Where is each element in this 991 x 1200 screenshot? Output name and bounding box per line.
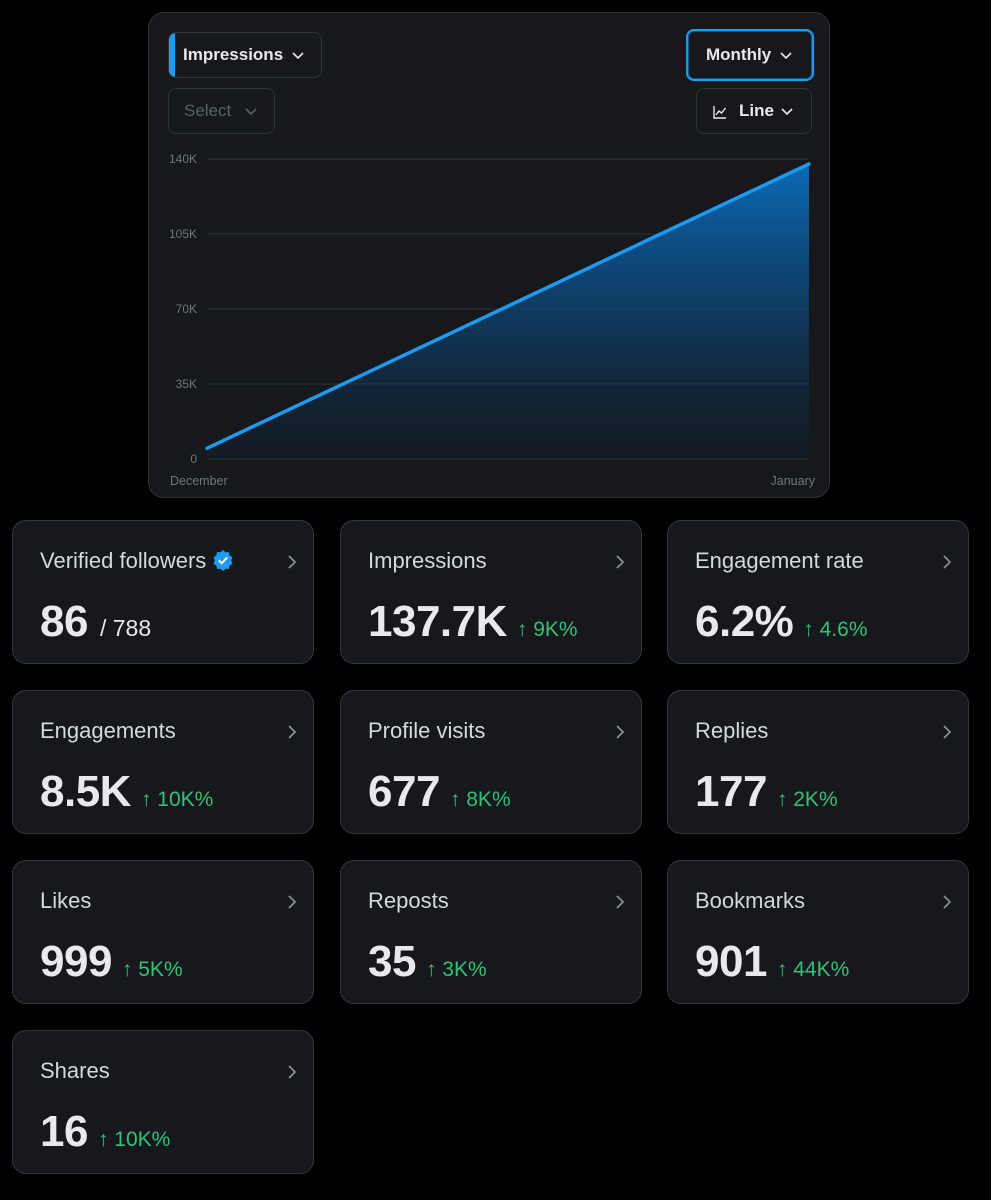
- stat-change: ↑ 4.6%: [803, 618, 868, 641]
- y-tick-label: 35K: [176, 377, 197, 391]
- x-tick-label: December: [170, 474, 228, 488]
- stat-value: 677 ↑ 8K%: [368, 767, 511, 816]
- chart-type-dropdown[interactable]: Line: [696, 88, 812, 134]
- stat-value: 16 ↑ 10K%: [40, 1107, 171, 1156]
- stat-card-likes[interactable]: Likes 999 ↑ 5K%: [12, 860, 314, 1004]
- chevron-right-icon: [940, 553, 954, 571]
- series-line-impressions[interactable]: [205, 162, 811, 451]
- stat-change: ↑ 8K%: [449, 788, 511, 811]
- chart-type-label: Line: [739, 101, 774, 120]
- verified-badge-icon: [212, 549, 234, 571]
- stat-label: Impressions: [368, 548, 487, 573]
- chevron-right-icon: [285, 553, 299, 571]
- stat-total: / 788: [99, 615, 152, 641]
- metric-accent-bar: [169, 33, 175, 77]
- chevron-right-icon: [613, 893, 627, 911]
- chevron-right-icon: [940, 893, 954, 911]
- chevron-down-icon: [290, 47, 306, 63]
- period-dropdown-label: Monthly: [706, 45, 772, 64]
- impressions-chart: 0 35K 70K 105K 140K December January: [169, 152, 816, 488]
- stat-label: Verified followers: [40, 548, 234, 574]
- stat-value: 177 ↑ 2K%: [695, 767, 838, 816]
- stat-label: Likes: [40, 888, 92, 913]
- stat-card-shares[interactable]: Shares 16 ↑ 10K%: [12, 1030, 314, 1174]
- stat-value: 901 ↑ 44K%: [695, 937, 850, 986]
- series-area-fill: [207, 163, 809, 459]
- y-tick-label: 140K: [169, 152, 197, 166]
- stat-label: Engagements: [40, 718, 176, 743]
- stat-change: ↑ 3K%: [425, 958, 487, 981]
- stat-card-impressions[interactable]: Impressions 137.7K ↑ 9K%: [340, 520, 642, 664]
- stat-value: 86/ 788: [40, 597, 152, 646]
- stat-card-engagements[interactable]: Engagements 8.5K ↑ 10K%: [12, 690, 314, 834]
- stat-value: 35 ↑ 3K%: [368, 937, 487, 986]
- stat-label: Shares: [40, 1058, 110, 1083]
- stat-card-verified-followers[interactable]: Verified followers 86/ 788: [12, 520, 314, 664]
- stat-change: ↑ 10K%: [97, 1128, 171, 1151]
- chevron-down-icon: [243, 103, 259, 119]
- metric-dropdown[interactable]: Impressions: [168, 32, 322, 78]
- stat-change: ↑ 10K%: [140, 788, 214, 811]
- chart-card: 0 35K 70K 105K 140K December January Impressio…: [148, 12, 830, 498]
- stat-card-bookmarks[interactable]: Bookmarks 901 ↑ 44K%: [667, 860, 969, 1004]
- y-tick-label: 0: [190, 452, 197, 466]
- stat-card-engagement-rate[interactable]: Engagement rate 6.2% ↑ 4.6%: [667, 520, 969, 664]
- stat-change: ↑ 2K%: [776, 788, 838, 811]
- stat-card-profile-visits[interactable]: Profile visits 677 ↑ 8K%: [340, 690, 642, 834]
- stat-label: Bookmarks: [695, 888, 806, 913]
- y-tick-label: 105K: [169, 227, 197, 241]
- compare-dropdown-label: Select: [184, 101, 232, 120]
- metric-dropdown-label: Impressions: [183, 45, 284, 64]
- stat-value: 8.5K ↑ 10K%: [40, 767, 214, 816]
- chevron-down-icon: [778, 47, 794, 63]
- compare-dropdown[interactable]: Select: [168, 88, 275, 134]
- period-dropdown[interactable]: Monthly: [686, 29, 814, 81]
- chevron-right-icon: [940, 723, 954, 741]
- chevron-right-icon: [613, 553, 627, 571]
- chevron-right-icon: [613, 723, 627, 741]
- stat-value: 6.2% ↑ 4.6%: [695, 597, 868, 646]
- stat-value: 137.7K ↑ 9K%: [368, 597, 578, 646]
- y-tick-label: 70K: [176, 302, 197, 316]
- stat-change: ↑ 44K%: [776, 958, 850, 981]
- chevron-right-icon: [285, 1063, 299, 1081]
- stat-card-replies[interactable]: Replies 177 ↑ 2K%: [667, 690, 969, 834]
- stat-value: 999 ↑ 5K%: [40, 937, 183, 986]
- stat-label: Replies: [695, 718, 769, 743]
- stat-label: Engagement rate: [695, 548, 864, 573]
- line-chart-icon: [713, 104, 727, 119]
- stat-card-reposts[interactable]: Reposts 35 ↑ 3K%: [340, 860, 642, 1004]
- stat-label: Reposts: [368, 888, 449, 913]
- chevron-right-icon: [285, 893, 299, 911]
- stat-change: ↑ 5K%: [121, 958, 183, 981]
- chevron-down-icon: [779, 103, 795, 119]
- x-tick-label: January: [771, 474, 816, 488]
- stat-label: Profile visits: [368, 718, 486, 743]
- chevron-right-icon: [285, 723, 299, 741]
- stat-change: ↑ 9K%: [516, 618, 578, 641]
